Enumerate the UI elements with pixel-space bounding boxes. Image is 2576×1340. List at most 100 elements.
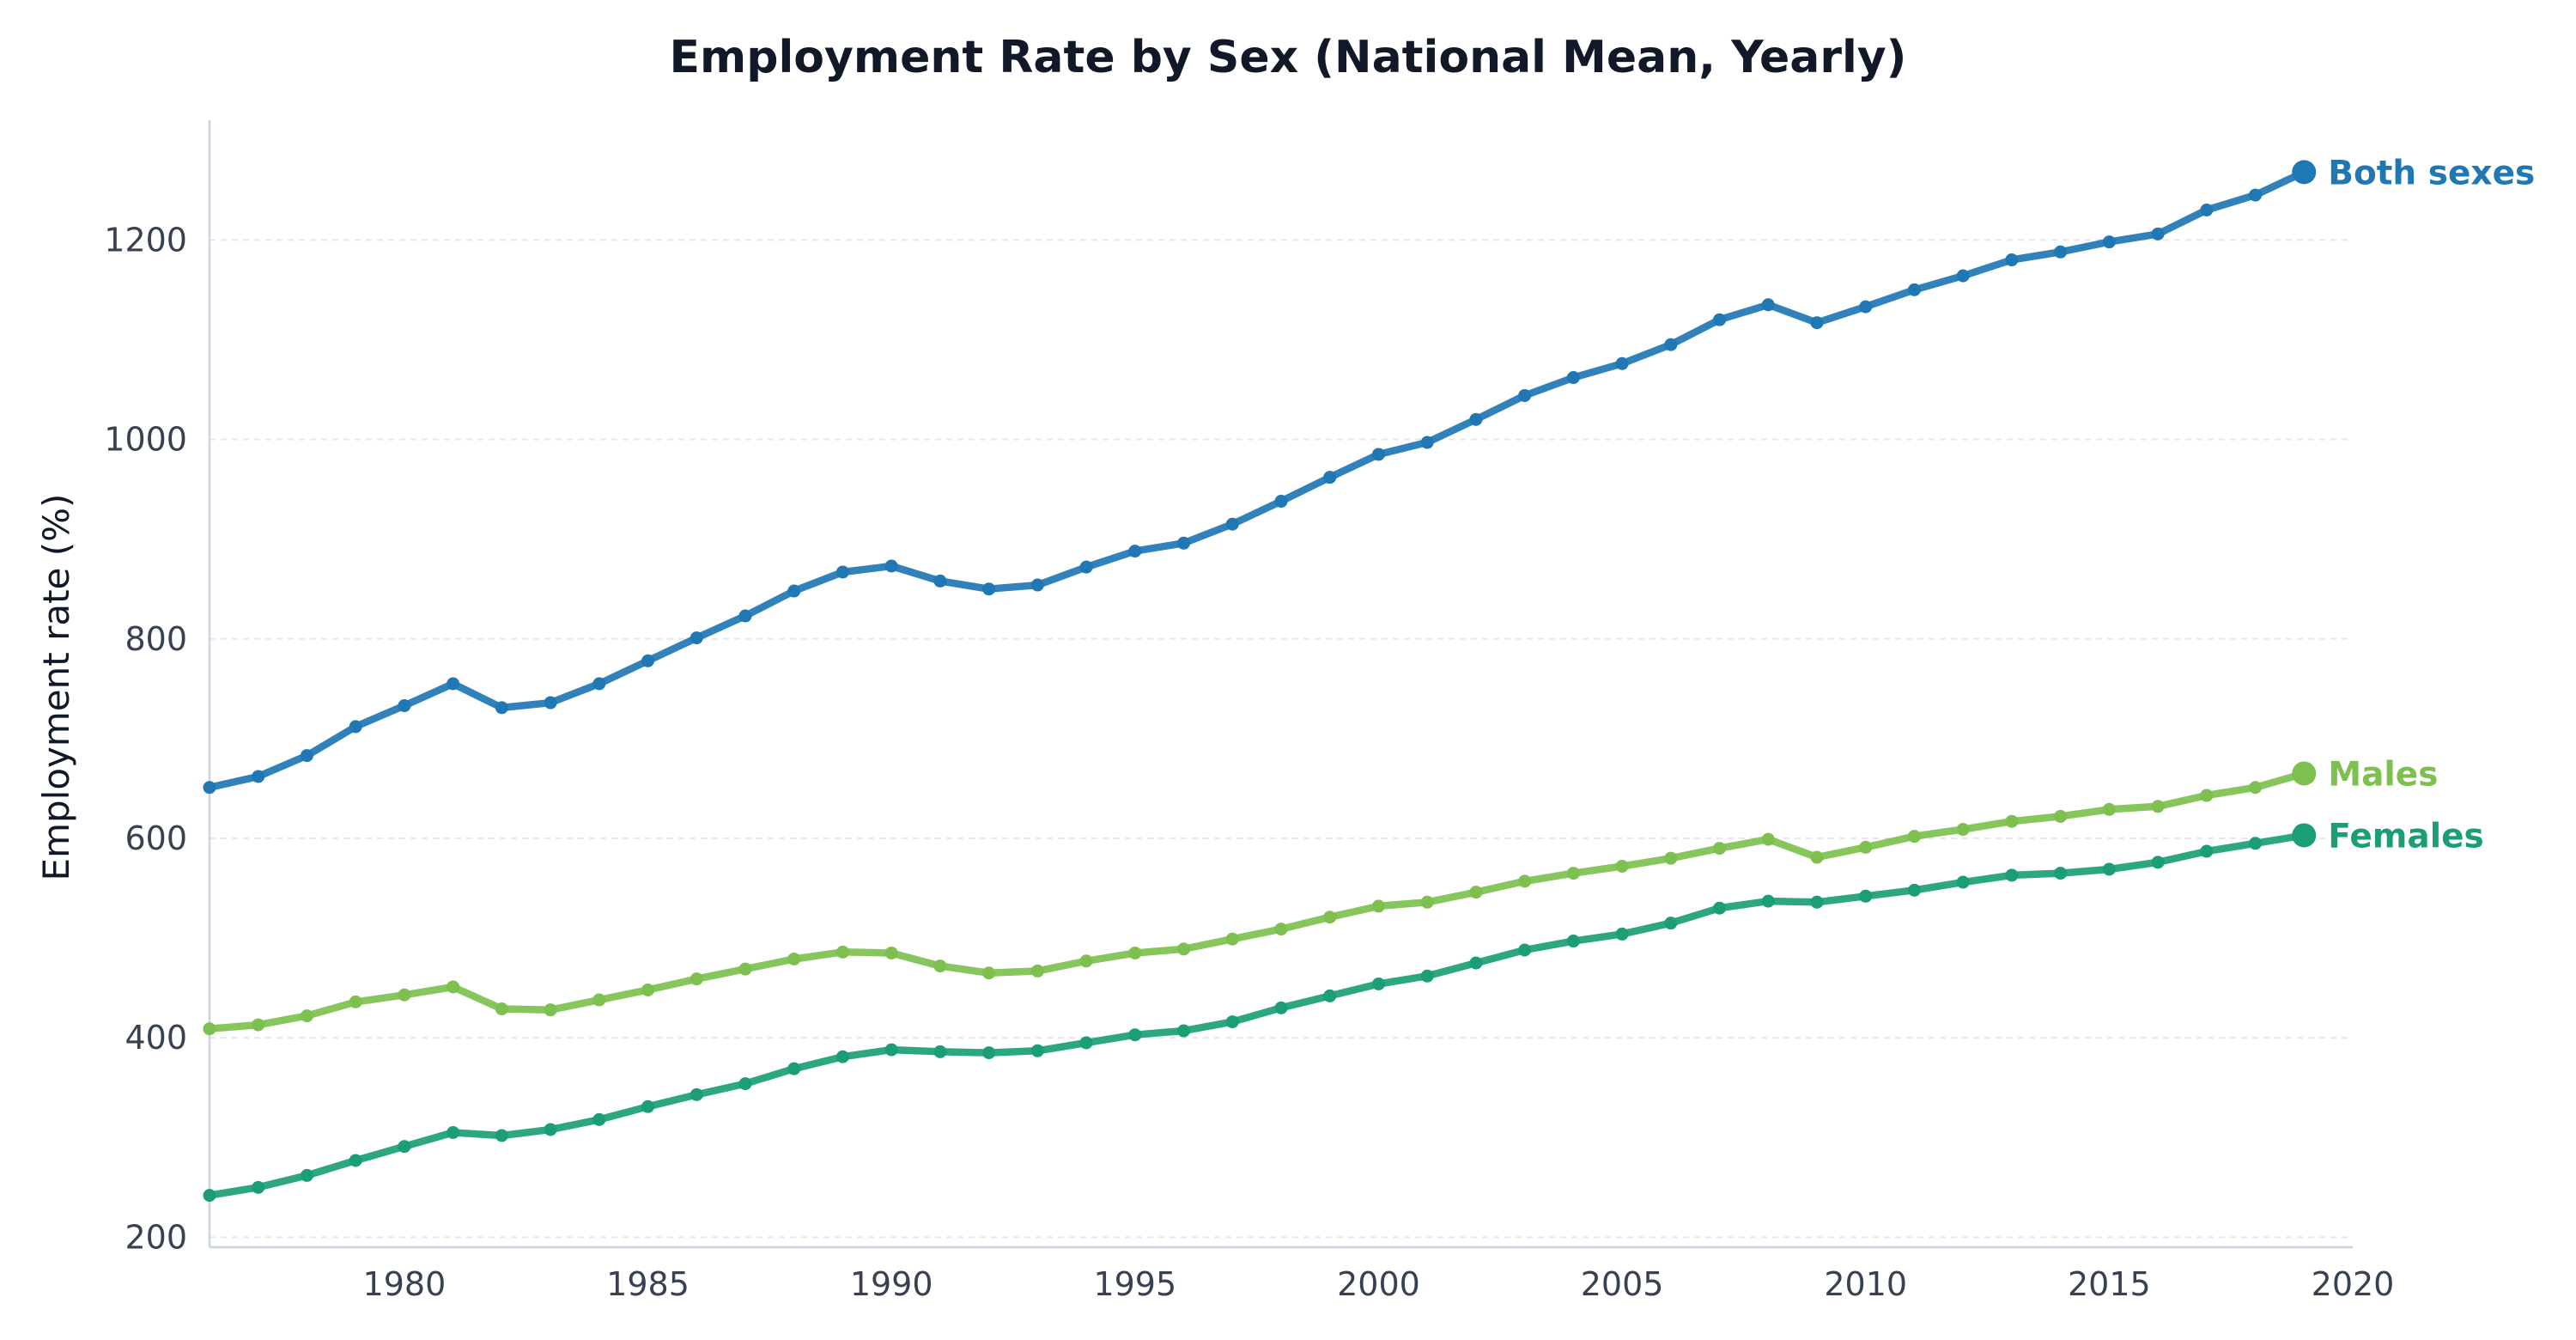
data-point	[835, 565, 849, 579]
data-point	[398, 699, 411, 713]
data-point	[1566, 371, 1580, 385]
data-point	[447, 980, 460, 994]
data-point	[2249, 781, 2263, 795]
x-tick-label: 1990	[850, 1265, 933, 1303]
end-marker	[2292, 761, 2317, 786]
data-point	[787, 952, 801, 965]
data-point	[349, 995, 362, 1008]
data-point	[884, 1043, 898, 1057]
data-point	[738, 1077, 752, 1091]
data-point	[1030, 1044, 1044, 1057]
data-point	[349, 1154, 362, 1167]
chart-title: Employment Rate by Sex (National Mean, Y…	[670, 32, 1907, 83]
data-point	[1323, 471, 1337, 484]
data-point	[1128, 946, 1142, 959]
end-marker	[2292, 823, 2317, 848]
data-point	[592, 677, 606, 691]
data-point	[1469, 412, 1483, 426]
y-tick-label: 1000	[104, 421, 187, 459]
y-tick-label: 800	[125, 620, 187, 658]
data-point	[1518, 388, 1532, 402]
data-point	[1225, 932, 1239, 946]
data-point	[1518, 943, 1532, 957]
data-point	[1566, 935, 1580, 948]
data-point	[203, 1022, 216, 1036]
data-point	[203, 781, 216, 795]
data-point	[1177, 1024, 1191, 1038]
data-point	[203, 1189, 216, 1203]
data-point	[1810, 850, 1824, 864]
data-point	[2102, 802, 2116, 816]
data-point	[1907, 830, 1921, 844]
data-point	[2054, 245, 2068, 259]
data-point	[1420, 895, 1434, 909]
data-point	[884, 946, 898, 959]
data-point	[1713, 313, 1727, 326]
data-point	[1323, 911, 1337, 924]
data-point	[1128, 545, 1142, 558]
data-point	[982, 966, 996, 980]
data-point	[2249, 188, 2263, 202]
x-tick-label: 2020	[2312, 1265, 2395, 1303]
y-tick-label: 400	[125, 1019, 187, 1057]
series-label: Females	[2328, 817, 2484, 856]
data-point	[1079, 560, 1093, 574]
data-point	[1371, 448, 1385, 461]
data-point	[2200, 789, 2214, 802]
data-point	[2005, 253, 2019, 267]
data-point	[2102, 235, 2116, 249]
data-point	[1420, 969, 1434, 983]
data-point	[398, 1140, 411, 1154]
data-point	[1713, 842, 1727, 856]
data-point	[1079, 954, 1093, 968]
series-both-sexes	[203, 168, 2308, 795]
data-point	[1859, 300, 1873, 314]
data-point	[1615, 859, 1629, 873]
data-point	[982, 582, 996, 596]
data-point	[1420, 436, 1434, 449]
data-point	[1615, 356, 1629, 370]
data-point	[835, 1050, 849, 1063]
data-point	[1566, 867, 1580, 880]
data-point	[1225, 1015, 1239, 1029]
end-labels: Both sexes Males Females	[2292, 154, 2535, 856]
x-tick-label: 1995	[1093, 1265, 1176, 1303]
series-line-both-sexes	[205, 168, 2308, 792]
data-point	[252, 1180, 265, 1194]
data-point	[2151, 856, 2165, 869]
data-point	[1274, 923, 1288, 936]
data-point	[495, 1129, 508, 1142]
data-point	[1079, 1036, 1093, 1050]
x-tick-label: 1980	[363, 1265, 447, 1303]
data-point	[2200, 844, 2214, 858]
data-point	[933, 574, 947, 588]
x-tick-label: 2015	[2068, 1265, 2151, 1303]
data-point	[738, 962, 752, 976]
data-point	[641, 983, 655, 996]
data-point	[398, 988, 411, 1002]
data-point	[300, 1009, 313, 1023]
data-point	[1030, 964, 1044, 978]
data-point	[1664, 338, 1678, 351]
data-point	[1128, 1028, 1142, 1042]
x-tick-label: 2005	[1581, 1265, 1664, 1303]
data-point	[2005, 868, 2019, 882]
data-point	[592, 993, 606, 1007]
y-tick-label: 600	[125, 819, 187, 857]
data-point	[1664, 851, 1678, 865]
data-point	[1469, 886, 1483, 899]
data-point	[1761, 298, 1775, 312]
data-point	[1274, 1001, 1288, 1014]
series-females	[203, 831, 2308, 1203]
x-tick-label: 2000	[1337, 1265, 1420, 1303]
data-point	[787, 584, 801, 598]
data-point	[1956, 823, 1970, 837]
data-point	[641, 654, 655, 667]
data-point	[1859, 840, 1873, 854]
data-point	[495, 1002, 508, 1016]
data-point	[1371, 977, 1385, 990]
series-lines	[203, 168, 2308, 1203]
data-point	[1956, 269, 1970, 283]
data-point	[2249, 837, 2263, 850]
